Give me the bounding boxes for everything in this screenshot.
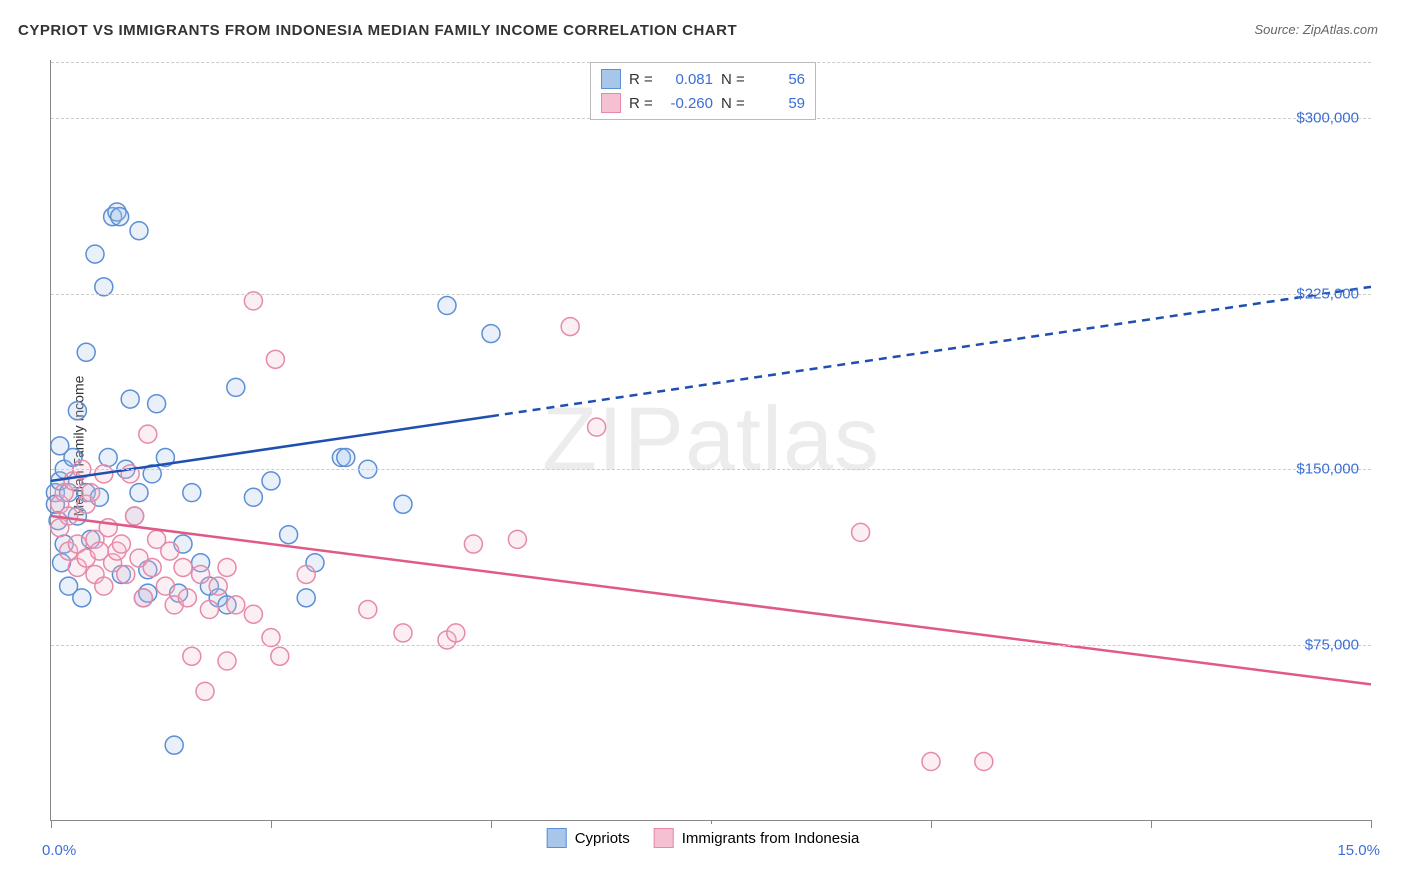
data-point [68, 402, 86, 420]
plot-svg [51, 60, 1371, 820]
swatch-blue [601, 69, 621, 89]
legend-label-indonesia: Immigrants from Indonesia [682, 830, 860, 847]
data-point [447, 624, 465, 642]
n-label: N = [721, 95, 747, 112]
data-point [482, 325, 500, 343]
x-axis-max-label: 15.0% [1337, 842, 1380, 859]
data-point [464, 535, 482, 553]
data-point [183, 484, 201, 502]
data-point [588, 418, 606, 436]
data-point [73, 589, 91, 607]
data-point [174, 558, 192, 576]
data-point [111, 208, 129, 226]
data-point [130, 484, 148, 502]
data-point [218, 652, 236, 670]
data-point [134, 589, 152, 607]
data-point [438, 297, 456, 315]
source-name: ZipAtlas.com [1303, 22, 1378, 37]
data-point [200, 601, 218, 619]
data-point [156, 577, 174, 595]
y-tick-label: $300,000 [1296, 110, 1359, 127]
trend-line-extrapolated [491, 287, 1371, 416]
data-point [165, 736, 183, 754]
x-tick [491, 820, 492, 828]
data-point [117, 565, 135, 583]
data-point [297, 589, 315, 607]
gridline [51, 645, 1371, 646]
gridline [51, 469, 1371, 470]
data-point [139, 425, 157, 443]
n-value-cypriots: 56 [755, 71, 805, 88]
data-point [394, 495, 412, 513]
data-point [359, 601, 377, 619]
source-attribution: Source: ZipAtlas.com [1254, 22, 1378, 37]
data-point [337, 449, 355, 467]
legend-row-indonesia: R = -0.260 N = 59 [601, 91, 805, 115]
data-point [394, 624, 412, 642]
data-point [280, 526, 298, 544]
data-point [209, 577, 227, 595]
y-tick-label: $75,000 [1305, 636, 1359, 653]
data-point [922, 753, 940, 771]
data-point [196, 682, 214, 700]
r-label: R = [629, 95, 655, 112]
chart-title: CYPRIOT VS IMMIGRANTS FROM INDONESIA MED… [18, 22, 737, 39]
data-point [86, 245, 104, 263]
data-point [218, 558, 236, 576]
x-tick [931, 820, 932, 828]
data-point [227, 378, 245, 396]
x-tick [51, 820, 52, 828]
r-value-indonesia: -0.260 [663, 95, 713, 112]
data-point [975, 753, 993, 771]
gridline [51, 294, 1371, 295]
data-point [561, 318, 579, 336]
data-point [271, 647, 289, 665]
x-axis-min-label: 0.0% [42, 842, 76, 859]
data-point [130, 222, 148, 240]
data-point [95, 577, 113, 595]
data-point [183, 647, 201, 665]
x-tick [1151, 820, 1152, 828]
legend-label-cypriots: Cypriots [575, 830, 630, 847]
x-tick [1371, 820, 1372, 828]
data-point [297, 565, 315, 583]
legend-row-cypriots: R = 0.081 N = 56 [601, 67, 805, 91]
legend-item-indonesia: Immigrants from Indonesia [654, 828, 860, 848]
correlation-legend: R = 0.081 N = 56 R = -0.260 N = 59 [590, 62, 816, 120]
swatch-pink [654, 828, 674, 848]
n-value-indonesia: 59 [755, 95, 805, 112]
data-point [244, 605, 262, 623]
data-point [262, 472, 280, 490]
data-point [852, 523, 870, 541]
data-point [244, 488, 262, 506]
swatch-pink [601, 93, 621, 113]
series-legend: Cypriots Immigrants from Indonesia [537, 824, 870, 852]
data-point [227, 596, 245, 614]
data-point [508, 530, 526, 548]
data-point [126, 507, 144, 525]
data-point [60, 507, 78, 525]
data-point [143, 558, 161, 576]
data-point [77, 343, 95, 361]
data-point [148, 395, 166, 413]
source-label: Source: [1254, 22, 1302, 37]
y-tick-label: $150,000 [1296, 461, 1359, 478]
n-label: N = [721, 71, 747, 88]
scatter-plot: ZIPatlas $75,000$150,000$225,000$300,000 [50, 60, 1371, 821]
data-point [121, 390, 139, 408]
r-value-cypriots: 0.081 [663, 71, 713, 88]
data-point [82, 484, 100, 502]
r-label: R = [629, 71, 655, 88]
data-point [161, 542, 179, 560]
data-point [192, 565, 210, 583]
x-tick [271, 820, 272, 828]
data-point [178, 589, 196, 607]
data-point [266, 350, 284, 368]
y-tick-label: $225,000 [1296, 285, 1359, 302]
swatch-blue [547, 828, 567, 848]
trend-line [51, 516, 1371, 684]
data-point [112, 535, 130, 553]
data-point [99, 449, 117, 467]
legend-item-cypriots: Cypriots [547, 828, 630, 848]
